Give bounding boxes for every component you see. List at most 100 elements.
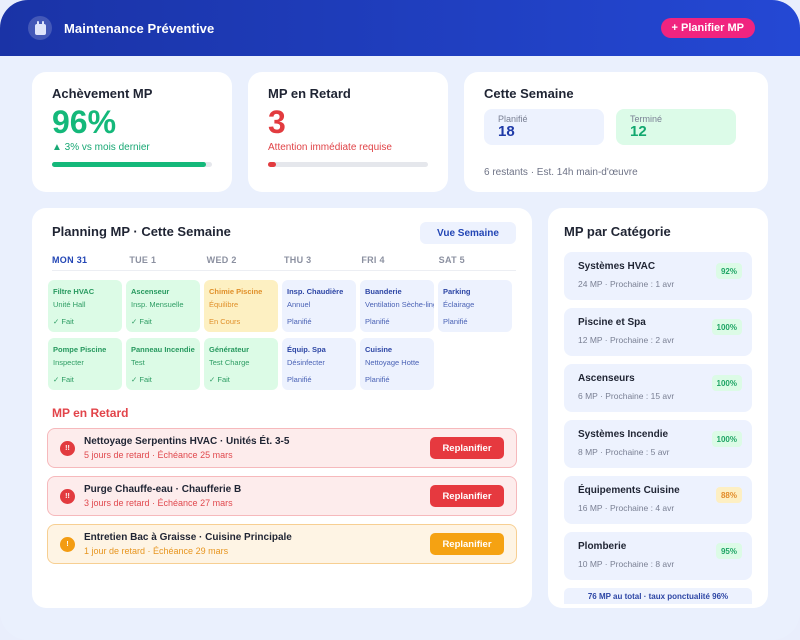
task-sub: Annuel: [287, 300, 311, 309]
task-status: ✓ Fait: [53, 375, 74, 384]
category-rate-badge: 95%: [715, 543, 742, 559]
task-status: ✓ Fait: [53, 317, 74, 326]
progress-fill: [268, 162, 276, 167]
task-card[interactable]: Filtre HVAC Unité Hall ✓ Fait: [48, 280, 122, 332]
categories-card: MP par Catégorie Systèmes HVAC 24 MP · P…: [548, 208, 768, 608]
task-name: Ascenseur: [131, 287, 170, 296]
day-header[interactable]: TUE 1: [129, 255, 157, 265]
category-detail: 12 MP · Prochaine : 2 avr: [578, 335, 675, 345]
category-detail: 24 MP · Prochaine : 1 avr: [578, 279, 675, 289]
task-sub: Test Charge: [209, 358, 250, 367]
category-name: Ascenseurs: [578, 373, 635, 384]
day-header[interactable]: THU 3: [283, 255, 312, 265]
planned-stat: Planifié 18: [484, 109, 604, 145]
day-header[interactable]: WED 2: [206, 255, 237, 265]
task-card[interactable]: Buanderie Ventilation Sèche-linge Planif…: [360, 280, 434, 332]
category-rate-badge: 100%: [711, 431, 742, 447]
task-status: Planifié: [443, 317, 468, 326]
category-rate-badge: 100%: [711, 319, 742, 335]
kpi-value: 96%: [52, 104, 117, 140]
reschedule-button[interactable]: Replanifier: [430, 437, 504, 459]
overdue-detail: 3 jours de retard · Échéance 27 mars: [84, 498, 233, 508]
task-card[interactable]: Cuisine Nettoyage Hotte Planifié: [360, 338, 434, 390]
categories-title: MP par Catégorie: [564, 224, 671, 239]
task-card[interactable]: Panneau Incendie Test ✓ Fait: [126, 338, 200, 390]
task-status: Planifié: [287, 375, 312, 384]
task-status: ✓ Fait: [131, 375, 152, 384]
overdue-detail: 1 jour de retard · Échéance 29 mars: [84, 546, 229, 556]
category-item[interactable]: Systèmes Incendie 8 MP · Prochaine : 5 a…: [564, 420, 752, 468]
task-status: ✓ Fait: [209, 375, 230, 384]
planning-title: Planning MP · Cette Semaine: [52, 224, 231, 239]
alert-icon: !!: [60, 440, 75, 456]
day-header-row: MON 31 TUE 1 WED 2 THU 3 FRI 4 SAT 5: [52, 255, 516, 271]
kpi-value: 3: [268, 104, 286, 140]
category-name: Équipements Cuisine: [578, 485, 680, 496]
category-item[interactable]: Systèmes HVAC 24 MP · Prochaine : 1 avr …: [564, 252, 752, 300]
week-view-button[interactable]: Vue Semaine: [420, 222, 516, 244]
overdue-item: ! Entretien Bac à Graisse · Cuisine Prin…: [47, 524, 517, 564]
category-name: Systèmes Incendie: [578, 429, 669, 440]
category-item[interactable]: Ascenseurs 6 MP · Prochaine : 15 avr 100…: [564, 364, 752, 412]
task-card[interactable]: Générateur Test Charge ✓ Fait: [204, 338, 278, 390]
planned-label: Planifié: [498, 114, 528, 124]
category-detail: 10 MP · Prochaine : 8 avr: [578, 559, 675, 569]
app-header: Maintenance Préventive + Planifier MP: [0, 0, 800, 56]
kpi-week-card: Cette Semaine Planifié 18 Terminé 12 6 r…: [464, 72, 768, 192]
category-item[interactable]: Piscine et Spa 12 MP · Prochaine : 2 avr…: [564, 308, 752, 356]
calendar-icon: [28, 16, 52, 40]
task-name: Chimie Piscine: [209, 287, 263, 296]
warning-icon: !: [60, 536, 75, 552]
task-card[interactable]: Parking Éclairage Planifié: [438, 280, 512, 332]
category-detail: 6 MP · Prochaine : 15 avr: [578, 391, 675, 401]
task-status: Planifié: [287, 317, 312, 326]
reschedule-button[interactable]: Replanifier: [430, 485, 504, 507]
task-name: Insp. Chaudière: [287, 287, 344, 296]
done-stat: Terminé 12: [616, 109, 736, 145]
overdue-name: Purge Chauffe-eau · Chaufferie B: [84, 484, 242, 495]
task-sub: Désinfecter: [287, 358, 325, 367]
task-status: En Cours: [209, 317, 241, 326]
category-item[interactable]: Équipements Cuisine 16 MP · Prochaine : …: [564, 476, 752, 524]
planning-card: Planning MP · Cette Semaine Vue Semaine …: [32, 208, 532, 608]
category-name: Piscine et Spa: [578, 317, 646, 328]
category-item[interactable]: Plomberie 10 MP · Prochaine : 8 avr 95%: [564, 532, 752, 580]
day-header[interactable]: MON 31: [52, 255, 88, 265]
kpi-overdue-card: MP en Retard 3 Attention immédiate requi…: [248, 72, 448, 192]
task-card[interactable]: Chimie Piscine Équilibre En Cours: [204, 280, 278, 332]
overdue-item: !! Purge Chauffe-eau · Chaufferie B 3 jo…: [47, 476, 517, 516]
kpi-title: Cette Semaine: [484, 86, 574, 101]
planned-value: 18: [498, 123, 515, 140]
task-sub: Inspecter: [53, 358, 84, 367]
overdue-detail: 5 jours de retard · Échéance 25 mars: [84, 450, 233, 460]
kpi-completion-card: Achèvement MP 96% ▲ 3% vs mois dernier: [32, 72, 232, 192]
reschedule-button[interactable]: Replanifier: [430, 533, 504, 555]
day-header[interactable]: SAT 5: [438, 255, 465, 265]
kpi-title: MP en Retard: [268, 86, 351, 101]
task-sub: Insp. Mensuelle: [131, 300, 184, 309]
category-detail: 8 MP · Prochaine : 5 avr: [578, 447, 670, 457]
alert-icon: !!: [60, 488, 75, 504]
category-rate-badge: 100%: [711, 375, 742, 391]
task-card[interactable]: Équip. Spa Désinfecter Planifié: [282, 338, 356, 390]
progress-fill: [52, 162, 206, 167]
overdue-name: Entretien Bac à Graisse · Cuisine Princi…: [84, 532, 292, 543]
category-rate-badge: 92%: [715, 263, 742, 279]
task-sub: Ventilation Sèche-linge: [365, 300, 434, 309]
task-card[interactable]: Insp. Chaudière Annuel Planifié: [282, 280, 356, 332]
overdue-progress-bar: [268, 162, 428, 167]
category-detail: 16 MP · Prochaine : 4 avr: [578, 503, 675, 513]
day-header[interactable]: FRI 4: [361, 255, 385, 265]
task-name: Buanderie: [365, 287, 402, 296]
plan-mp-button[interactable]: + Planifier MP: [660, 18, 755, 38]
kpi-note: Attention immédiate requise: [268, 142, 392, 153]
task-card[interactable]: Pompe Piscine Inspecter ✓ Fait: [48, 338, 122, 390]
overdue-name: Nettoyage Serpentins HVAC · Unités Ét. 3…: [84, 436, 290, 447]
task-name: Panneau Incendie: [131, 345, 195, 354]
task-status: ✓ Fait: [131, 317, 152, 326]
task-status: Planifié: [365, 375, 390, 384]
done-value: 12: [630, 123, 647, 140]
task-card[interactable]: Ascenseur Insp. Mensuelle ✓ Fait: [126, 280, 200, 332]
task-name: Filtre HVAC: [53, 287, 95, 296]
